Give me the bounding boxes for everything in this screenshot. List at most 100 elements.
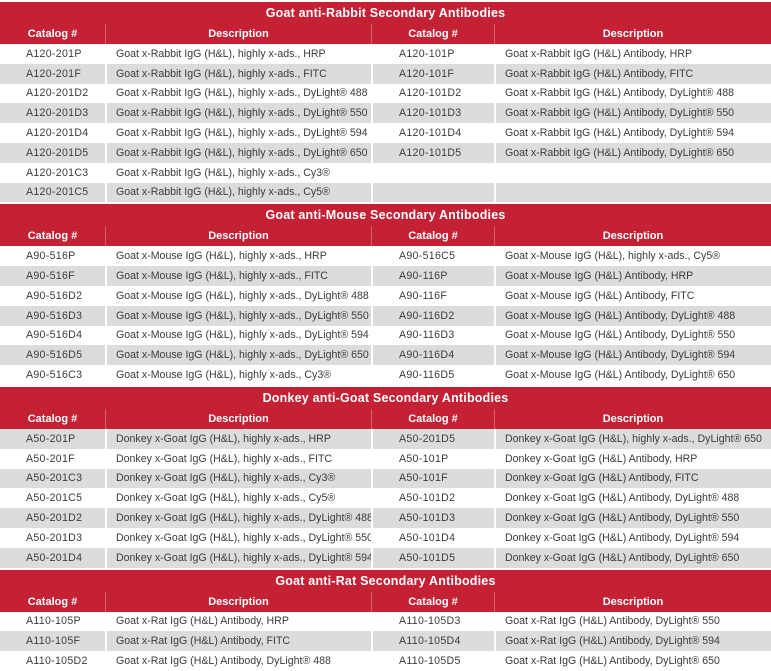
table-row: A50-201D3 Donkey x-Goat IgG (H&L), highl… [0,527,771,548]
column-header-description-1: Description [105,591,371,612]
description-cell: Donkey x-Goat IgG (H&L), highly x-ads., … [105,448,371,469]
description-cell: Goat x-Mouse IgG (H&L) Antibody, DyLight… [494,365,771,385]
table-row: A120-201P Goat x-Rabbit IgG (H&L), highl… [0,44,771,64]
description-cell: Goat x-Rabbit IgG (H&L), highly x-ads., … [105,83,371,104]
catalog-cell: A50-101D2 [371,488,494,509]
description-cell: Goat x-Rat IgG (H&L) Antibody, FITC [105,631,371,652]
catalog-cell: A90-116D5 [371,365,494,385]
section-title: Donkey anti-Goat Secondary Antibodies [262,390,509,405]
column-header-catalog-2: Catalog # [371,591,494,612]
column-header-description-2: Description [494,591,771,612]
description-cell: Goat x-Rat IgG (H&L) Antibody, DyLight® … [494,631,771,652]
description-cell: Donkey x-Goat IgG (H&L), highly x-ads., … [494,428,771,449]
section-title-bar: Donkey anti-Goat Secondary Antibodies [0,386,771,409]
column-header-catalog-2: Catalog # [371,408,494,429]
catalog-cell: A90-116F [371,285,494,306]
catalog-cell: A50-201C5 [0,488,105,509]
description-cell: Donkey x-Goat IgG (H&L) Antibody, DyLigh… [494,488,771,509]
catalog-cell: A50-201D2 [0,508,105,528]
description-cell: Donkey x-Goat IgG (H&L), highly x-ads., … [105,428,371,449]
description-cell: Goat x-Mouse IgG (H&L), highly x-ads., D… [105,305,371,326]
catalog-cell: A110-105F [0,631,105,652]
catalog-cell: A110-105D4 [371,631,494,652]
catalog-cell: A50-201D5 [371,428,494,449]
catalog-cell: A50-201P [0,428,105,449]
section-title: Goat anti-Rat Secondary Antibodies [275,573,496,588]
catalog-cell: A50-201D4 [0,547,105,568]
catalog-cell: A90-516D5 [0,345,105,366]
table-row: A110-105P Goat x-Rat IgG (H&L) Antibody,… [0,611,771,632]
table-row: A110-105F Goat x-Rat IgG (H&L) Antibody,… [0,631,771,652]
catalog-cell: A120-201D4 [0,123,105,143]
description-cell: Donkey x-Goat IgG (H&L) Antibody, FITC [494,468,771,489]
description-cell: Goat x-Rabbit IgG (H&L), highly x-ads., … [105,103,371,124]
description-cell: Goat x-Rat IgG (H&L) Antibody, DyLight® … [494,651,771,671]
description-cell: Goat x-Mouse IgG (H&L), highly x-ads., F… [105,266,371,286]
column-header-catalog-1: Catalog # [27,412,78,425]
catalog-cell: A120-101D2 [371,83,494,104]
catalog-cell: A90-516C5 [371,246,494,267]
catalog-cell: A120-201D3 [0,103,105,124]
column-header-description-1: Description [105,24,371,44]
description-cell: Goat x-Rabbit IgG (H&L), highly x-ads., … [105,142,371,163]
catalog-cell: A50-201D3 [0,527,105,548]
description-cell: Goat x-Mouse IgG (H&L), highly x-ads., C… [105,365,371,385]
catalog-cell: A90-116D4 [371,345,494,366]
description-cell: Donkey x-Goat IgG (H&L), highly x-ads., … [105,508,371,528]
section-rows: A90-516P Goat x-Mouse IgG (H&L), highly … [0,246,771,385]
catalog-cell: A50-101D4 [371,527,494,548]
catalog-cell: A90-516D3 [0,305,105,326]
catalog-cell: A120-101D5 [371,142,494,163]
catalog-cell: A120-201C3 [0,162,105,183]
description-cell: Goat x-Mouse IgG (H&L) Antibody, DyLight… [494,345,771,366]
column-header-catalog-2: Catalog # [371,24,494,44]
description-cell: Goat x-Mouse IgG (H&L), highly x-ads., D… [105,345,371,366]
catalog-cell: A110-105P [0,611,105,632]
section-title: Goat anti-Mouse Secondary Antibodies [265,208,506,223]
table-row: A90-516C3 Goat x-Mouse IgG (H&L), highly… [0,365,771,385]
catalog-cell: A90-516D4 [0,325,105,346]
table-row: A90-516F Goat x-Mouse IgG (H&L), highly … [0,266,771,286]
catalog-cell: A50-101F [371,468,494,489]
catalog-cell: A120-101D4 [371,123,494,143]
description-cell: Goat x-Rat IgG (H&L) Antibody, DyLight® … [494,611,771,632]
catalog-cell: A50-201C3 [0,468,105,489]
column-header-row: Catalog # Description Catalog # Descript… [0,591,771,612]
description-cell: Donkey x-Goat IgG (H&L) Antibody, DyLigh… [494,508,771,528]
column-header-catalog-1: Catalog # [27,28,78,40]
table-row: A120-201D5 Goat x-Rabbit IgG (H&L), high… [0,142,771,163]
column-header-catalog-1: Catalog # [27,230,78,243]
catalog-cell: A120-201P [0,44,105,64]
catalog-cell: A50-201F [0,448,105,469]
catalog-cell: A90-116P [371,266,494,286]
table-row: A120-201C3 Goat x-Rabbit IgG (H&L), high… [0,162,771,183]
table-row: A110-105D2 Goat x-Rat IgG (H&L) Antibody… [0,651,771,671]
section-title-bar: Goat anti-Mouse Secondary Antibodies [0,204,771,227]
catalog-cell: A90-516F [0,266,105,286]
table-row: A120-201D2 Goat x-Rabbit IgG (H&L), high… [0,83,771,104]
table-row: A50-201P Donkey x-Goat IgG (H&L), highly… [0,428,771,449]
description-cell: Donkey x-Goat IgG (H&L), highly x-ads., … [105,488,371,509]
table-section: Goat anti-Mouse Secondary Antibodies Cat… [0,204,771,385]
catalog-cell: A120-101F [371,63,494,84]
description-cell: Goat x-Mouse IgG (H&L), highly x-ads., D… [105,285,371,306]
table-section: Goat anti-Rat Secondary Antibodies Catal… [0,569,771,671]
catalog-cell: A120-201C5 [0,182,105,203]
catalog-cell [371,162,494,183]
table-section: Goat anti-Rabbit Secondary Antibodies Ca… [0,2,771,203]
column-header-description-1: Description [105,408,371,429]
description-cell: Goat x-Mouse IgG (H&L), highly x-ads., C… [494,246,771,267]
description-cell [494,162,771,183]
table-row: A50-201C3 Donkey x-Goat IgG (H&L), highl… [0,468,771,489]
table-row: A90-516D4 Goat x-Mouse IgG (H&L), highly… [0,325,771,346]
table-row: A120-201D4 Goat x-Rabbit IgG (H&L), high… [0,123,771,143]
section-rows: A120-201P Goat x-Rabbit IgG (H&L), highl… [0,44,771,203]
catalog-cell [371,182,494,203]
section-title-bar: Goat anti-Rabbit Secondary Antibodies [0,2,771,24]
description-cell: Goat x-Rabbit IgG (H&L) Antibody, DyLigh… [494,83,771,104]
table-row: A90-516D2 Goat x-Mouse IgG (H&L), highly… [0,285,771,306]
column-header-description-2: Description [494,24,771,44]
description-cell: Goat x-Rabbit IgG (H&L) Antibody, FITC [494,63,771,84]
section-title-bar: Goat anti-Rat Secondary Antibodies [0,569,771,592]
